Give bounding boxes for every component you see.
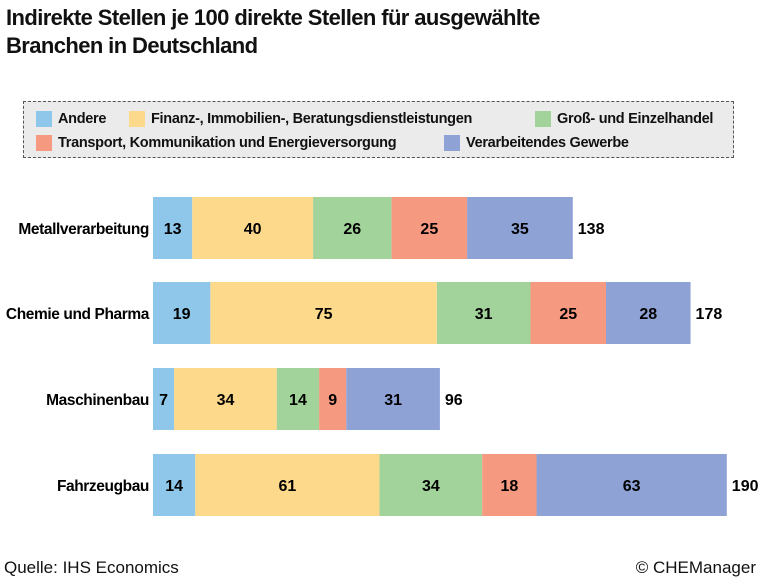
- segment-value-label: 25: [559, 306, 577, 323]
- bar-segment: [153, 197, 193, 259]
- source-note: Quelle: IHS Economics: [4, 558, 179, 577]
- bar-segment: [482, 454, 537, 516]
- legend-swatch: [444, 135, 460, 151]
- segment-value-label: 9: [328, 392, 337, 409]
- segment-value-label: 40: [244, 221, 262, 238]
- bar-segment: [436, 282, 531, 344]
- bar-segment: [153, 454, 196, 516]
- bar-segment: [530, 282, 606, 344]
- legend-label: Verarbeitendes Gewerbe: [466, 135, 629, 151]
- segment-value-label: 31: [384, 392, 402, 409]
- bar-segment: [174, 368, 277, 430]
- segment-value-label: 26: [343, 221, 361, 238]
- segment-value-label: 13: [164, 221, 182, 238]
- bar-segment: [467, 197, 573, 259]
- bar-segment: [153, 282, 211, 344]
- total-value-label: 190: [732, 478, 759, 495]
- segment-value-label: 19: [173, 306, 191, 323]
- bar-segment: [210, 282, 437, 344]
- bar-segment: [319, 368, 347, 430]
- legend-swatch: [36, 135, 52, 151]
- segment-value-label: 61: [278, 478, 296, 495]
- category-label: Metallverarbeitung: [18, 221, 149, 238]
- segment-value-label: 75: [315, 306, 333, 323]
- legend-item-finanz: Finanz-, Immobilien-, Beratungsdienstlei…: [129, 111, 472, 127]
- bar-segment: [606, 282, 691, 344]
- bar-segment: [276, 368, 320, 430]
- legend-label: Transport, Kommunikation und Energievers…: [58, 135, 397, 151]
- legend: Andere Finanz-, Immobilien-, Beratungsdi…: [23, 101, 734, 158]
- chart-title: Indirekte Stellen je 100 direkte Stellen…: [6, 4, 746, 60]
- segment-value-label: 14: [289, 392, 307, 409]
- category-label: Fahrzeugbau: [57, 478, 149, 495]
- segment-value-label: 35: [511, 221, 529, 238]
- title-line-2: Branchen in Deutschland: [6, 33, 258, 58]
- legend-item-transport: Transport, Kommunikation und Energievers…: [36, 135, 397, 151]
- bar-segment: [313, 197, 392, 259]
- bar-segment: [346, 368, 440, 430]
- legend-label: Andere: [58, 111, 107, 127]
- title-line-1: Indirekte Stellen je 100 direkte Stellen…: [6, 5, 540, 30]
- legend-swatch: [535, 111, 551, 127]
- copyright-note: © CHEManager: [635, 558, 756, 577]
- legend-swatch: [36, 111, 52, 127]
- legend-item-gewerbe: Verarbeitendes Gewerbe: [444, 135, 629, 151]
- segment-value-label: 63: [623, 478, 641, 495]
- category-label: Maschinenbau: [46, 392, 149, 409]
- total-value-label: 138: [578, 221, 605, 238]
- segment-value-label: 7: [159, 392, 168, 409]
- bar-segment: [153, 368, 175, 430]
- bar-segment: [391, 197, 468, 259]
- segment-value-label: 34: [217, 392, 235, 409]
- legend-item-handel: Groß- und Einzelhandel: [535, 111, 713, 127]
- stacked-bar-chart: Metallverarbeitung 13 40 26 25 35 138 Chemie un…: [6, 197, 759, 516]
- legend-label: Finanz-, Immobilien-, Beratungsdienstlei…: [151, 111, 473, 127]
- legend-item-andere: Andere: [36, 111, 106, 127]
- segment-value-label: 31: [475, 306, 493, 323]
- bar-segment: [379, 454, 483, 516]
- segment-value-label: 14: [165, 478, 183, 495]
- total-value-label: 178: [696, 306, 723, 323]
- legend-label: Groß- und Einzelhandel: [557, 111, 714, 127]
- segment-value-label: 18: [500, 478, 518, 495]
- category-label: Chemie und Pharma: [6, 306, 150, 323]
- segment-value-label: 25: [420, 221, 438, 238]
- bar-segment: [192, 197, 314, 259]
- segment-value-label: 28: [639, 306, 657, 323]
- segment-value-label: 34: [422, 478, 440, 495]
- total-value-label: 96: [445, 392, 463, 409]
- bar-segment: [536, 454, 727, 516]
- legend-swatch: [129, 111, 145, 127]
- bar-segment: [195, 454, 380, 516]
